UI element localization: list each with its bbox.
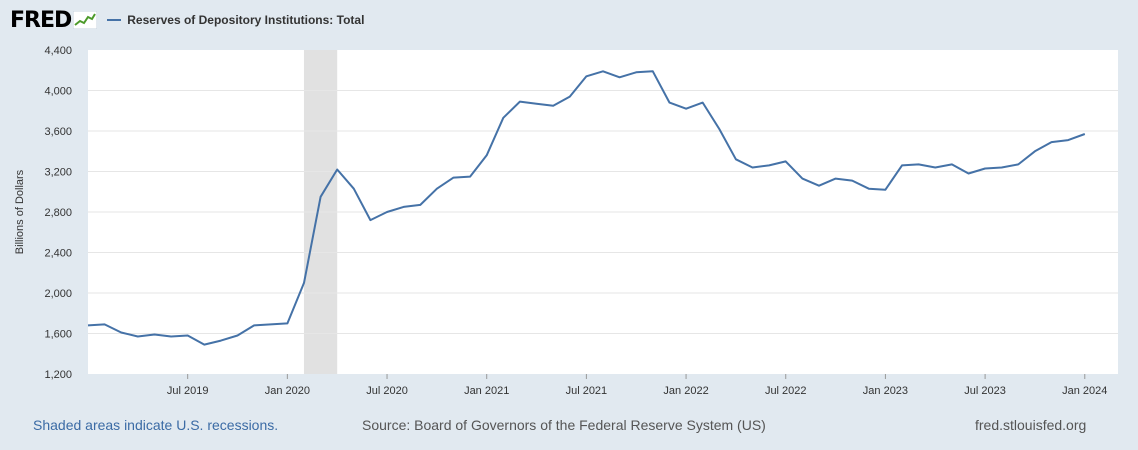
legend-label: Reserves of Depository Institutions: Tot… <box>127 13 365 27</box>
data-point <box>684 106 689 111</box>
data-point <box>268 322 273 327</box>
data-point <box>335 167 340 172</box>
data-point <box>650 69 655 74</box>
data-point <box>385 210 390 215</box>
line-chart[interactable]: 1,200 1,600 2,000 2,400 2,800 3,200 3,600 4,000… <box>0 0 1138 410</box>
data-point <box>185 333 190 338</box>
source-note[interactable]: Source: Board of Governors of the Federa… <box>362 417 766 433</box>
data-point <box>966 171 971 176</box>
y-tick-label: 3,200 <box>44 167 72 179</box>
series-line <box>87 70 1086 346</box>
data-point <box>285 321 290 326</box>
data-point <box>401 204 406 209</box>
y-tick-label: 3,600 <box>44 126 72 138</box>
data-point <box>750 165 755 170</box>
x-tick-label: Jul 2023 <box>964 385 1006 397</box>
chart-legend[interactable]: Reserves of Depository Institutions: Tot… <box>107 13 364 27</box>
data-point <box>584 74 589 79</box>
data-point <box>218 338 223 343</box>
data-point <box>235 333 240 338</box>
data-point <box>1032 149 1037 154</box>
data-point <box>717 126 722 131</box>
data-point <box>318 194 323 199</box>
data-point <box>418 202 423 207</box>
y-tick-label: 1,200 <box>44 369 72 381</box>
data-point <box>468 174 473 179</box>
data-point <box>883 187 888 192</box>
x-tick-label: Jul 2022 <box>765 385 807 397</box>
y-tick-label: 4,000 <box>44 86 72 98</box>
data-point <box>900 163 905 168</box>
data-point <box>634 70 639 75</box>
data-point <box>700 100 705 105</box>
data-point <box>152 332 157 337</box>
x-tick-label: Jul 2021 <box>566 385 608 397</box>
site-link[interactable]: fred.stlouisfed.org <box>975 417 1087 433</box>
fred-logo[interactable]: FRED <box>10 7 72 33</box>
data-point <box>617 75 622 80</box>
y-tick-label: 2,000 <box>44 288 72 300</box>
y-tick-label: 2,400 <box>44 248 72 260</box>
data-point <box>451 175 456 180</box>
data-point <box>816 183 821 188</box>
data-point <box>169 334 174 339</box>
data-point <box>517 99 522 104</box>
y-tick-label: 4,400 <box>44 45 72 57</box>
data-point <box>783 159 788 164</box>
x-tick-label: Jan 2020 <box>265 385 310 397</box>
x-tick-label: Jan 2021 <box>464 385 509 397</box>
data-point <box>800 176 805 181</box>
data-point <box>733 157 738 162</box>
data-point <box>102 322 107 327</box>
x-tick-label: Jul 2020 <box>366 385 408 397</box>
x-tick-label: Jan 2024 <box>1062 385 1107 397</box>
data-point <box>1066 138 1071 143</box>
data-point <box>866 186 871 191</box>
data-point <box>833 176 838 181</box>
recession-note[interactable]: Shaded areas indicate U.S. recessions. <box>33 417 279 433</box>
data-point <box>999 165 1004 170</box>
data-point <box>501 115 506 120</box>
y-tick-label: 2,800 <box>44 207 72 219</box>
data-point <box>301 280 306 285</box>
data-point <box>351 186 356 191</box>
data-point <box>119 330 124 335</box>
data-point <box>252 323 257 328</box>
data-point <box>567 94 572 99</box>
legend-swatch <box>107 19 122 21</box>
x-tick-label: Jan 2022 <box>663 385 708 397</box>
data-point <box>484 153 489 158</box>
y-axis-label: Billions of Dollars <box>14 169 26 254</box>
data-point <box>1049 140 1054 145</box>
data-point <box>1016 162 1021 167</box>
data-point <box>551 103 556 108</box>
data-point <box>767 163 772 168</box>
data-point <box>368 218 373 223</box>
data-point <box>86 323 91 328</box>
data-point <box>949 162 954 167</box>
data-point <box>850 178 855 183</box>
data-point <box>202 342 207 347</box>
y-tick-label: 1,600 <box>44 329 72 341</box>
x-tick-label: Jan 2023 <box>863 385 908 397</box>
data-point <box>434 186 439 191</box>
fred-logo-chart-icon <box>73 11 98 29</box>
data-point <box>933 165 938 170</box>
data-point <box>601 69 606 74</box>
data-point <box>667 100 672 105</box>
data-point <box>534 101 539 106</box>
data-point <box>1082 132 1087 137</box>
data-point <box>983 166 988 171</box>
x-tick-label: Jul 2019 <box>167 385 209 397</box>
data-point <box>135 334 140 339</box>
chart-header: FRED Reserves of Depository Institutions… <box>10 6 364 34</box>
data-point <box>916 162 921 167</box>
